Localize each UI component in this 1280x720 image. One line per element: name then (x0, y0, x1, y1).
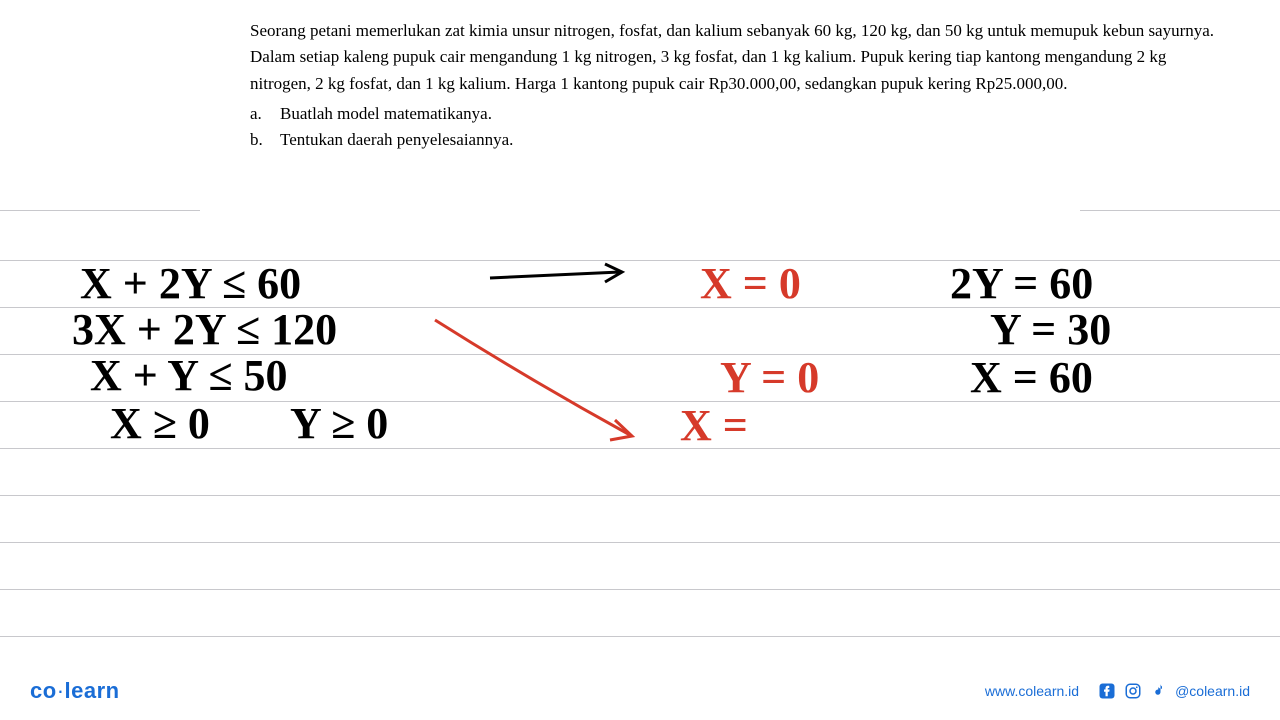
hw-sub1-x0: X = 0 (700, 258, 801, 309)
logo-text-co: co (30, 678, 57, 703)
rule-left (0, 210, 200, 211)
tiktok-icon (1149, 681, 1169, 701)
facebook-icon (1097, 681, 1117, 701)
arrow-1 (490, 258, 650, 298)
ruled-line (0, 495, 1280, 496)
problem-item-a: a. Buatlah model matematikanya. (250, 101, 1220, 127)
footer-url: www.colearn.id (985, 683, 1079, 699)
footer-right: www.colearn.id @colearn.id (985, 681, 1250, 701)
item-marker: b. (250, 127, 268, 153)
ruled-line (0, 542, 1280, 543)
ruled-line (0, 636, 1280, 637)
problem-statement: Seorang petani memerlukan zat kimia unsu… (250, 18, 1220, 154)
hw-ineq4b: Y ≥ 0 (290, 398, 388, 449)
logo-text-learn: learn (65, 678, 120, 703)
hw-ineq4a: X ≥ 0 (110, 398, 210, 449)
instagram-icon (1123, 681, 1143, 701)
item-marker: a. (250, 101, 268, 127)
hw-sub3-x: X = (680, 400, 748, 451)
hw-ineq1: X + 2Y ≤ 60 (80, 258, 301, 309)
hw-sub2-y0: Y = 0 (720, 352, 819, 403)
brand-logo: co·learn (30, 678, 120, 704)
arrow-2 (430, 310, 660, 460)
hw-ineq3: X + Y ≤ 50 (90, 350, 288, 401)
hw-sub1-2y: 2Y = 60 (950, 258, 1093, 309)
logo-dot: · (57, 678, 65, 703)
item-text: Tentukan daerah penyelesaiannya. (280, 127, 513, 153)
item-text: Buatlah model matematikanya. (280, 101, 492, 127)
social-handle: @colearn.id (1175, 683, 1250, 699)
problem-body: Seorang petani memerlukan zat kimia unsu… (250, 18, 1220, 97)
hw-ineq2: 3X + 2Y ≤ 120 (72, 304, 337, 355)
problem-item-b: b. Tentukan daerah penyelesaiannya. (250, 127, 1220, 153)
ruled-line (0, 589, 1280, 590)
hw-sub1-y: Y = 30 (990, 304, 1111, 355)
hw-sub2-x: X = 60 (970, 352, 1093, 403)
rule-right (1080, 210, 1280, 211)
footer: co·learn www.colearn.id @colearn.id (0, 672, 1280, 720)
social-icons: @colearn.id (1097, 681, 1250, 701)
